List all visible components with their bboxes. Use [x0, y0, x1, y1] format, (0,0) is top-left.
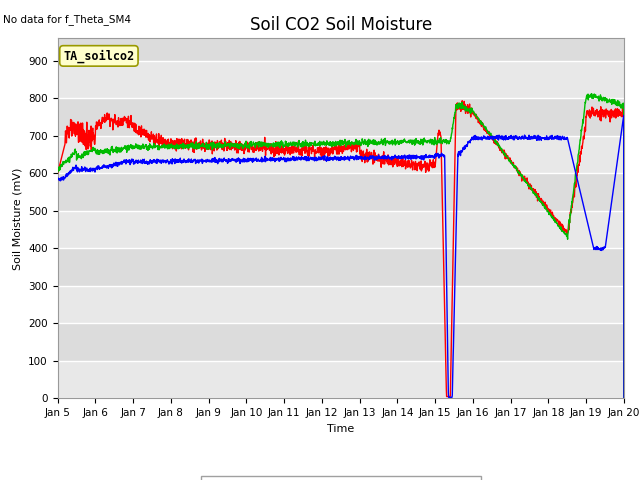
- Bar: [58, 38, 624, 61]
- Theta 2: [620, 396, 628, 401]
- Line: Theta 3: Theta 3: [58, 115, 624, 398]
- Legend: Theta 1, Theta 2, Theta 3: Theta 1, Theta 2, Theta 3: [201, 476, 481, 480]
- Theta 3: [500, 137, 508, 143]
- Theta 2: [500, 151, 508, 156]
- Theta 2: [54, 169, 61, 175]
- Theta 3: [329, 155, 337, 160]
- Bar: [58, 324, 624, 361]
- Theta 2: [588, 91, 596, 96]
- Theta 3: [604, 228, 611, 234]
- Theta 1: [314, 145, 322, 151]
- Bar: [58, 173, 624, 211]
- Text: No data for f_Theta_SM4: No data for f_Theta_SM4: [3, 14, 131, 25]
- X-axis label: Time: Time: [327, 424, 355, 433]
- Bar: [58, 61, 624, 98]
- Theta 1: [54, 170, 61, 176]
- Theta 1: [604, 110, 612, 116]
- Text: TA_soilco2: TA_soilco2: [63, 49, 134, 62]
- Title: Soil CO2 Soil Moisture: Soil CO2 Soil Moisture: [250, 16, 432, 34]
- Line: Theta 2: Theta 2: [58, 94, 624, 398]
- Theta 1: [620, 396, 628, 401]
- Theta 3: [314, 156, 322, 161]
- Bar: [58, 286, 624, 324]
- Theta 1: [458, 98, 466, 104]
- Bar: [58, 211, 624, 249]
- Bar: [58, 98, 624, 136]
- Theta 2: [314, 140, 322, 146]
- Theta 2: [83, 151, 90, 157]
- Line: Theta 1: Theta 1: [58, 101, 624, 398]
- Theta 3: [54, 177, 61, 182]
- Bar: [58, 361, 624, 398]
- Theta 3: [620, 112, 628, 118]
- Theta 1: [83, 131, 90, 136]
- Theta 2: [604, 98, 611, 104]
- Theta 2: [604, 99, 612, 105]
- Theta 3: [83, 166, 90, 171]
- Y-axis label: Soil Moisture (mV): Soil Moisture (mV): [13, 167, 22, 270]
- Theta 1: [500, 152, 508, 158]
- Bar: [58, 136, 624, 173]
- Theta 3: [620, 396, 628, 401]
- Theta 1: [604, 110, 611, 116]
- Theta 2: [329, 139, 337, 144]
- Theta 1: [329, 146, 337, 152]
- Theta 3: [604, 230, 611, 236]
- Bar: [58, 249, 624, 286]
